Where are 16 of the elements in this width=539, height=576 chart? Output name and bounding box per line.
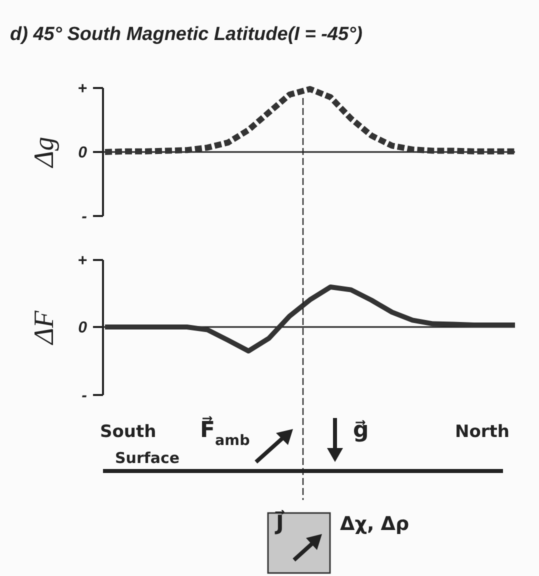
text: F⃗$_{amb}$ (200, 416, 250, 449)
text: J⃗ (274, 510, 286, 535)
text: North (455, 422, 510, 442)
text: Δχ, Δρ (340, 513, 410, 535)
text: - (82, 208, 87, 226)
y-axis-title: ΔF (29, 310, 60, 346)
text: Surface (115, 449, 180, 467)
chart-title: d) 45° South Magnetic Latitude(I = -45°) (10, 24, 362, 45)
text: 0 (78, 144, 88, 162)
y-axis-title: Δg (29, 136, 60, 168)
text: g⃗ (353, 418, 369, 443)
text: + (78, 252, 87, 270)
text: South (100, 422, 156, 442)
text: + (78, 80, 87, 98)
text: 0 (78, 320, 88, 337)
text: - (82, 388, 87, 405)
